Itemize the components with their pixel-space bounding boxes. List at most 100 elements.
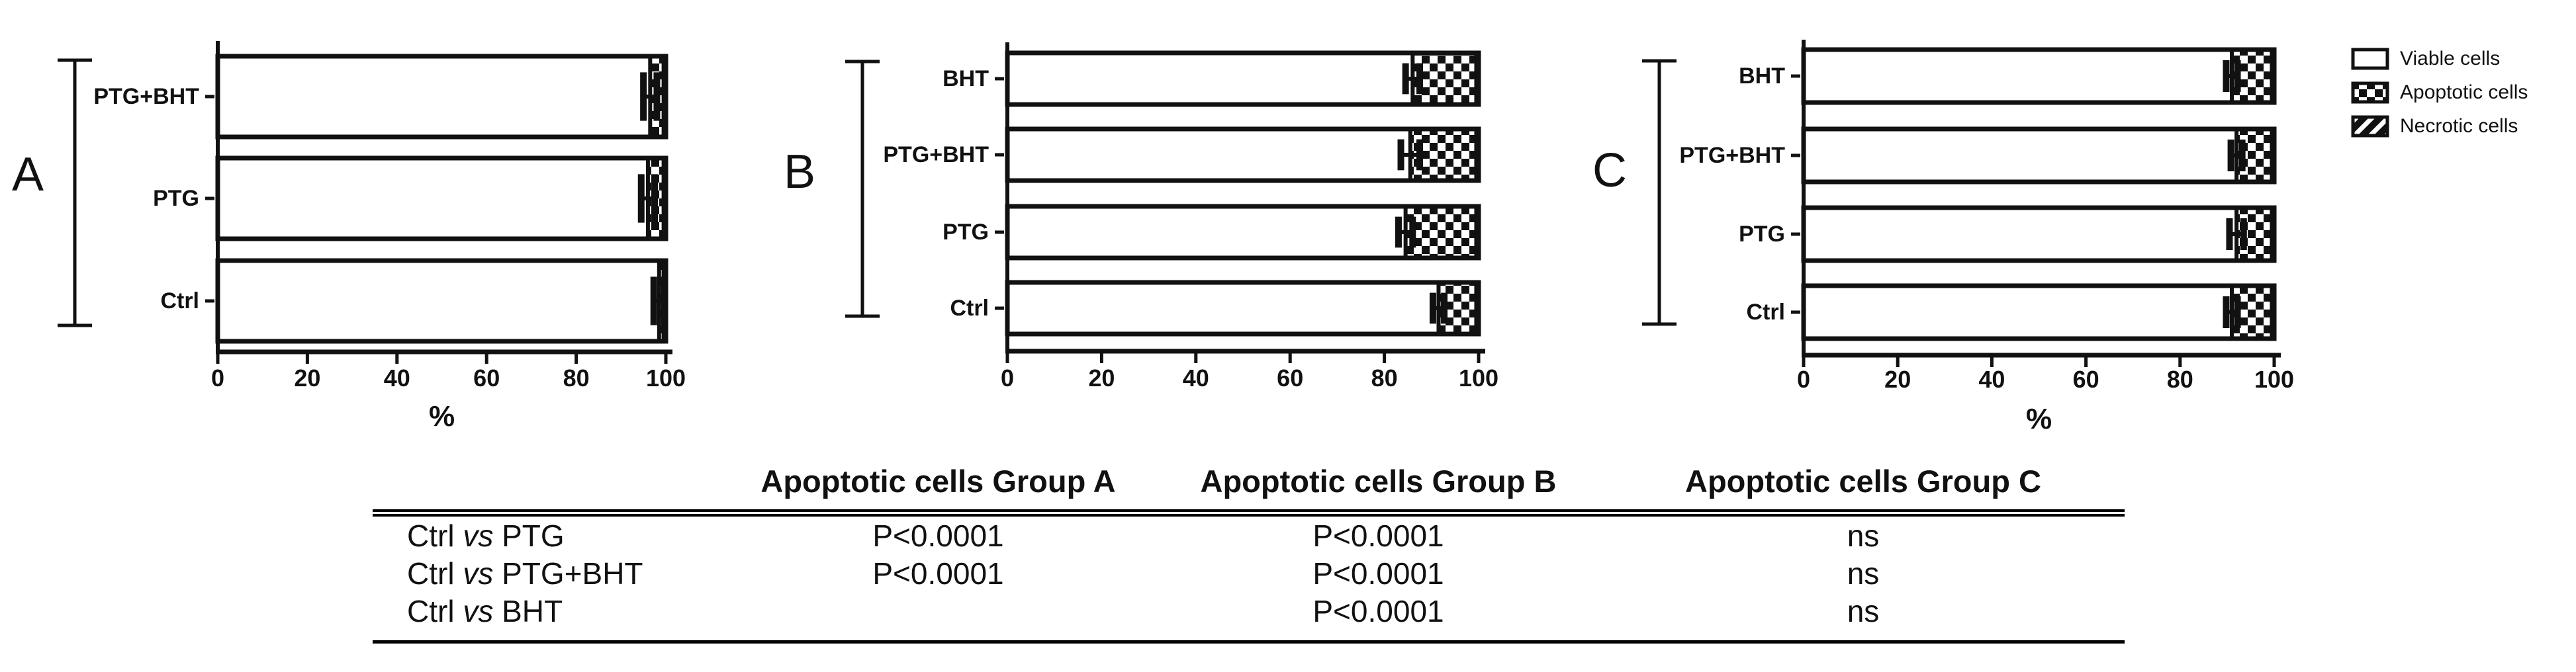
x-tick-label: 80 <box>563 364 590 392</box>
bar-outline <box>215 54 668 140</box>
bar-PTG+BHT <box>215 54 668 140</box>
bar-PTG+BHT <box>1801 126 2277 185</box>
apoptotic-swatch-icon <box>2351 81 2389 104</box>
x-tick-label: 20 <box>1884 366 1911 393</box>
pvalue-cell: P<0.0001 <box>1312 556 1444 591</box>
row-label-ctrl-vs-bht: Ctrl vs BHT <box>407 593 563 628</box>
bar-outline <box>1801 47 2277 105</box>
bar-Ctrl <box>1801 283 2277 341</box>
x-tick-label: 100 <box>1459 364 1498 392</box>
category-label: BHT <box>943 66 989 91</box>
category-label: Ctrl <box>950 296 989 321</box>
category-label: PTG+BHT <box>93 84 199 109</box>
panel-letter-B: B <box>784 146 815 198</box>
x-tick-label: 80 <box>1371 364 1398 392</box>
bar-BHT <box>1005 50 1481 107</box>
panel-letter-C: C <box>1592 144 1627 197</box>
x-tick-label: 40 <box>384 364 410 392</box>
x-tick-label: 80 <box>2167 366 2193 393</box>
table-corner-cell <box>373 463 721 517</box>
x-tick-label: 20 <box>294 364 320 392</box>
bar-outline <box>1801 126 2277 185</box>
segment-viable <box>1801 126 2277 185</box>
table-header-row: Apoptotic cells Group A Apoptotic cells … <box>373 463 2125 517</box>
category-label: Ctrl <box>160 288 199 314</box>
x-tick-label: 0 <box>211 364 224 392</box>
pvalue-cell: P<0.0001 <box>872 518 1004 553</box>
bar-Ctrl <box>215 258 668 344</box>
table-row: Ctrl vs PTG P<0.0001 P<0.0001 ns <box>373 513 2125 555</box>
pvalue-cell: P<0.0001 <box>872 556 1004 591</box>
bar-PTG <box>215 155 668 241</box>
bar-outline <box>1005 280 1481 337</box>
panel-B: B 0 20 40 60 80 100 BHT PTG+BHT PTG Ctrl <box>784 42 1498 392</box>
category-label: PTG <box>943 220 989 245</box>
table-row: Ctrl vs BHT P<0.0001 ns <box>373 592 2125 642</box>
bar-outline <box>1801 205 2277 263</box>
panel-letter-A: A <box>12 148 44 201</box>
panel-C: C 0 20 40 60 80 100% BHT PTG+BHT PTG Ctrl <box>1592 40 2294 435</box>
x-tick-label: 60 <box>473 364 500 392</box>
x-tick-label: 60 <box>1277 364 1303 392</box>
bar-outline <box>215 258 668 344</box>
bar-Ctrl <box>1005 280 1481 337</box>
x-tick-label: 0 <box>1001 364 1014 392</box>
category-label: PTG+BHT <box>883 142 989 167</box>
col-header-apoptotic-group-c: Apoptotic cells Group C <box>1602 463 2125 517</box>
legend-label: Necrotic cells <box>2400 115 2518 137</box>
segment-apoptotic <box>1403 204 1479 260</box>
flow-cytometry-stacked-bar-charts: A 0 20 40 60 80 100% PTG+BHT PTG Ctrl B 0 20 40 60 80 10… <box>12 40 2294 435</box>
x-axis-label: % <box>2026 403 2052 435</box>
col-header-apoptotic-group-b: Apoptotic cells Group B <box>1155 463 1602 517</box>
segment-viable <box>215 258 668 344</box>
row-label-ctrl-vs-ptg-bht: Ctrl vs PTG+BHT <box>407 556 643 591</box>
segment-viable <box>1801 47 2277 105</box>
x-tick-label: 100 <box>2254 366 2294 393</box>
bar-PTG <box>1801 205 2277 263</box>
bar-outline <box>1005 204 1481 261</box>
x-tick-label: 100 <box>646 364 686 392</box>
category-label: BHT <box>1739 63 1785 89</box>
bar-PTG <box>1005 204 1481 261</box>
x-tick-label: 0 <box>1797 366 1810 393</box>
pvalue-cell: ns <box>1847 593 1880 628</box>
category-label: PTG <box>153 186 199 211</box>
bar-outline <box>215 155 668 241</box>
x-tick-label: 40 <box>1183 364 1209 392</box>
col-header-apoptotic-group-a: Apoptotic cells Group A <box>721 463 1155 517</box>
bar-outline <box>1801 283 2277 341</box>
legend-item-necrotic: Necrotic cells <box>2351 115 2528 138</box>
pvalue-cell: P<0.0001 <box>1312 518 1444 553</box>
pvalue-cell: ns <box>1847 556 1880 591</box>
legend-label: Viable cells <box>2400 48 2501 69</box>
pvalue-cell: ns <box>1847 518 1880 553</box>
pvalue-cell: P<0.0001 <box>1312 593 1444 628</box>
stats-table: Apoptotic cells Group A Apoptotic cells … <box>373 463 2125 644</box>
pvalue-cell <box>721 592 1155 642</box>
segment-viable <box>1005 280 1481 337</box>
segment-viable <box>215 155 668 241</box>
necrotic-swatch-icon <box>2351 115 2389 138</box>
bar-BHT <box>1801 47 2277 105</box>
category-label: Ctrl <box>1746 300 1785 325</box>
bar-outline <box>1005 126 1481 183</box>
category-label: PTG+BHT <box>1679 143 1785 168</box>
segment-viable <box>1801 283 2277 341</box>
x-tick-label: 40 <box>1978 366 2005 393</box>
bar-outline <box>1005 50 1481 107</box>
legend-item-viable: Viable cells <box>2351 48 2528 70</box>
legend-label: Apoptotic cells <box>2400 81 2528 103</box>
table-row: Ctrl vs PTG+BHT P<0.0001 P<0.0001 ns <box>373 554 2125 592</box>
row-label-ctrl-vs-ptg: Ctrl vs PTG <box>407 518 565 553</box>
legend-item-apoptotic: Apoptotic cells <box>2351 81 2528 104</box>
chart-legend: Viable cells Apoptotic cells Necrotic ce… <box>2351 48 2528 149</box>
segment-viable <box>215 54 668 140</box>
segment-viable <box>1801 205 2277 263</box>
bar-PTG+BHT <box>1005 126 1481 183</box>
category-label: PTG <box>1739 222 1785 247</box>
viable-swatch-icon <box>2351 48 2389 70</box>
x-axis-label: % <box>429 400 455 433</box>
x-tick-label: 60 <box>2073 366 2099 393</box>
x-tick-label: 20 <box>1088 364 1115 392</box>
